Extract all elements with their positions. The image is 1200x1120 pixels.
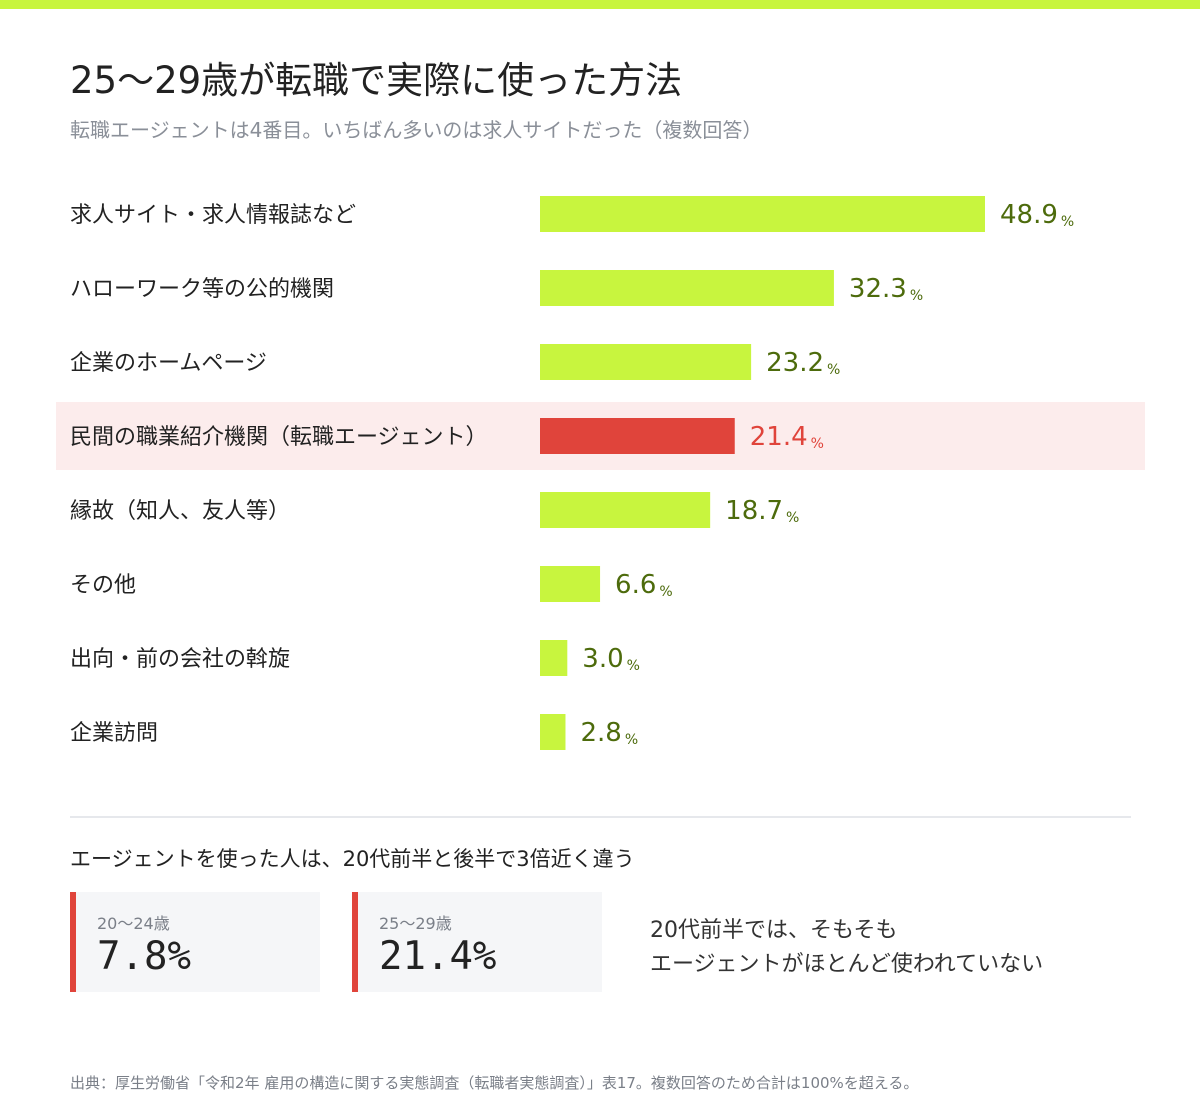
stat-box-25-29: 25〜29歳 21.4%: [352, 892, 602, 992]
source-note: 出典：厚生労働省「令和2年 雇用の構造に関する実態調査（転職者実態調査）」表17…: [70, 1074, 919, 1092]
comparison-note: 20代前半では、そもそも エージェントがほとんど使われていない: [650, 914, 1043, 982]
bar: [540, 344, 752, 380]
note-line: 20代前半では、そもそも: [650, 918, 898, 943]
bar: [540, 418, 735, 454]
bar: [540, 270, 834, 306]
unit-label: %: [786, 510, 799, 526]
data-label: 2.8: [580, 718, 621, 748]
bar: [540, 196, 985, 232]
data-label: 48.9: [1000, 200, 1058, 230]
category-label: その他: [70, 573, 136, 598]
unit-label: %: [811, 436, 824, 452]
data-label: 6.6: [615, 570, 656, 600]
stat-label: 25〜29歳: [379, 914, 452, 933]
comparison-title: エージェントを使った人は、20代前半と後半で3倍近く違う: [70, 847, 635, 871]
unit-label: %: [910, 288, 923, 304]
page-title: 25〜29歳が転職で実際に使った方法: [70, 59, 683, 102]
note-line: エージェントがほとんど使われていない: [650, 952, 1044, 977]
stat-box-20-24: 20〜24歳 7.8%: [70, 892, 320, 992]
unit-label: %: [1061, 214, 1074, 230]
data-label: 21.4: [750, 422, 808, 452]
stat-label: 20〜24歳: [97, 914, 170, 933]
data-label: 18.7: [725, 496, 783, 526]
data-label: 32.3: [849, 274, 907, 304]
data-label: 23.2: [766, 348, 824, 378]
top-accent-bar: [0, 0, 1200, 9]
category-label: 企業訪問: [70, 721, 158, 746]
data-label: 3.0: [582, 644, 623, 674]
bar: [540, 492, 711, 528]
category-label: 出向・前の会社の斡旋: [70, 647, 290, 672]
bar-chart: 求人サイト・求人情報誌など 48.9 % ハローワーク等の公的機関 32.3 % 企業のホー…: [56, 196, 1145, 750]
stat-value: 21.4%: [379, 934, 497, 979]
bar: [540, 640, 568, 676]
section-divider: [70, 816, 1131, 818]
category-label: 企業のホームページ: [70, 351, 267, 376]
category-label: 求人サイト・求人情報誌など: [70, 203, 356, 228]
bar: [540, 714, 566, 750]
stat-value: 7.8%: [97, 934, 191, 979]
category-label: ハローワーク等の公的機関: [70, 277, 334, 302]
unit-label: %: [659, 584, 672, 600]
bar: [540, 566, 601, 602]
category-label: 民間の職業紹介機関（転職エージェント）: [70, 425, 488, 450]
page-subtitle: 転職エージェントは4番目。いちばん多いのは求人サイトだった（複数回答）: [70, 118, 763, 142]
unit-label: %: [627, 658, 640, 674]
category-label: 縁故（知人、友人等）: [70, 499, 290, 524]
unit-label: %: [625, 732, 638, 748]
unit-label: %: [827, 362, 840, 378]
